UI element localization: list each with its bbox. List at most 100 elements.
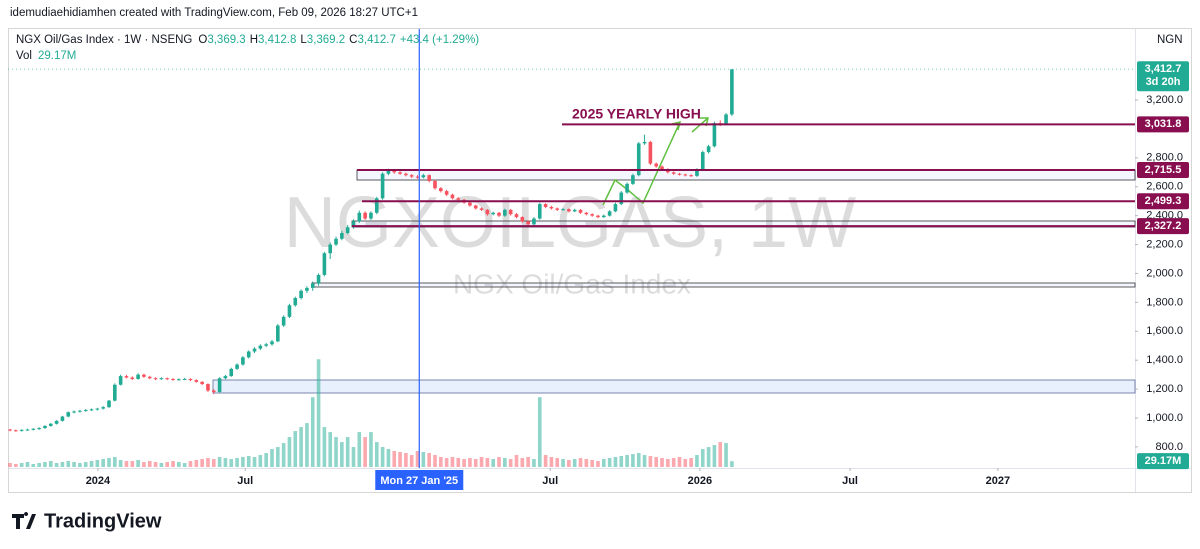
candle-body bbox=[316, 274, 321, 284]
candle-body bbox=[43, 425, 47, 429]
y-tick-label: 2,000.0 bbox=[1146, 267, 1183, 279]
candle-body bbox=[328, 244, 333, 254]
candle-body bbox=[258, 345, 263, 349]
volume-bar bbox=[514, 455, 519, 467]
candle-body bbox=[107, 400, 111, 408]
volume-bar bbox=[700, 449, 705, 467]
volume-bar bbox=[305, 423, 309, 467]
volume-bar bbox=[95, 460, 100, 467]
volume-bar bbox=[252, 457, 257, 467]
candle-body bbox=[235, 364, 239, 369]
candle-body bbox=[72, 411, 76, 413]
ohlc-value: 3,369.3 bbox=[207, 34, 245, 46]
candle-body bbox=[660, 166, 664, 170]
candle-body bbox=[450, 194, 455, 199]
volume-bar bbox=[613, 457, 618, 467]
candle-body bbox=[369, 212, 373, 219]
candle-body bbox=[730, 69, 734, 115]
volume-bar bbox=[264, 453, 268, 467]
volume-bar bbox=[188, 461, 193, 467]
volume-bar bbox=[462, 459, 466, 467]
candle-body bbox=[165, 378, 170, 380]
candle-body bbox=[66, 412, 71, 417]
volume-bar bbox=[369, 432, 373, 467]
candle-body bbox=[211, 390, 216, 392]
volume-bar bbox=[83, 462, 88, 467]
candle-body bbox=[31, 428, 36, 430]
x-tick-label: Jul bbox=[842, 475, 858, 487]
candle-body bbox=[48, 423, 53, 426]
candle-body bbox=[508, 209, 513, 215]
last-price-tag bbox=[1137, 61, 1189, 92]
volume-bar bbox=[217, 457, 222, 467]
candle-body bbox=[444, 191, 449, 195]
candle-body bbox=[374, 198, 379, 213]
volume-bar bbox=[526, 457, 530, 467]
candle-body bbox=[439, 188, 443, 192]
volume-bar bbox=[328, 432, 333, 467]
volume-bar bbox=[450, 457, 455, 467]
candle-body bbox=[281, 316, 286, 326]
volume-bar bbox=[299, 427, 303, 467]
volume-bar bbox=[89, 461, 94, 467]
ohlc-key: H bbox=[250, 34, 258, 46]
level-tag-label: 2,499.3 bbox=[1145, 195, 1182, 207]
volume-bar bbox=[695, 455, 699, 467]
volume-bar bbox=[712, 445, 717, 467]
ohlc-value: 3,412.7 bbox=[357, 34, 395, 46]
y-tick-label: 800.0 bbox=[1155, 441, 1183, 453]
arrow-head bbox=[671, 120, 682, 131]
volume-bar bbox=[561, 459, 565, 467]
volume-bar bbox=[235, 458, 239, 467]
candle-body bbox=[427, 175, 431, 181]
volume-bar bbox=[14, 464, 18, 467]
y-tick-label: 1,400.0 bbox=[1146, 354, 1183, 366]
volume-bar bbox=[444, 458, 449, 467]
volume-bar bbox=[607, 458, 612, 467]
volume-bar bbox=[374, 442, 379, 467]
candle-body bbox=[567, 209, 571, 212]
candle-body bbox=[264, 344, 268, 346]
candle-body bbox=[118, 376, 123, 385]
volume-bar bbox=[200, 459, 204, 467]
volume-bar bbox=[689, 458, 693, 467]
candle-body bbox=[683, 174, 688, 176]
candle-body bbox=[421, 175, 426, 178]
candle-body bbox=[706, 146, 711, 153]
volume-bar bbox=[136, 460, 140, 467]
volume-bar bbox=[642, 455, 647, 467]
volume-bar bbox=[113, 457, 117, 467]
candle-body bbox=[177, 379, 181, 381]
y-tick-label: 2,600.0 bbox=[1146, 181, 1183, 193]
volume-bar bbox=[276, 447, 280, 467]
volume-bar bbox=[165, 462, 170, 467]
ohlc-key: C bbox=[349, 34, 357, 46]
candle-body bbox=[636, 143, 641, 176]
volume-bar bbox=[118, 460, 123, 467]
candle-body bbox=[223, 376, 228, 379]
volume-bar bbox=[316, 359, 321, 467]
candle-body bbox=[182, 378, 187, 380]
volume-bar bbox=[19, 463, 24, 467]
volume-bar bbox=[124, 461, 129, 467]
watermark-subtitle: NGX Oil/Gas Index bbox=[453, 268, 691, 299]
candle-body bbox=[89, 409, 94, 411]
y-tick-label: 2,200.0 bbox=[1146, 238, 1183, 250]
candle-body bbox=[54, 420, 59, 424]
volume-bar bbox=[43, 462, 47, 467]
volume-bar bbox=[730, 461, 734, 467]
volume-bar bbox=[404, 453, 408, 467]
candle-body bbox=[555, 208, 560, 210]
candle-body bbox=[724, 114, 728, 125]
level-tag bbox=[1137, 162, 1189, 179]
candle-body bbox=[578, 209, 583, 213]
volume-bar bbox=[182, 463, 187, 467]
x-tick-label: 2027 bbox=[986, 475, 1010, 487]
candle-body bbox=[200, 381, 204, 385]
volume-bar bbox=[433, 455, 437, 467]
zone bbox=[356, 169, 1136, 181]
candle-body bbox=[602, 215, 606, 218]
candle-body bbox=[642, 141, 647, 144]
volume-bar bbox=[66, 461, 71, 467]
x-tick-label: Jul bbox=[542, 475, 558, 487]
